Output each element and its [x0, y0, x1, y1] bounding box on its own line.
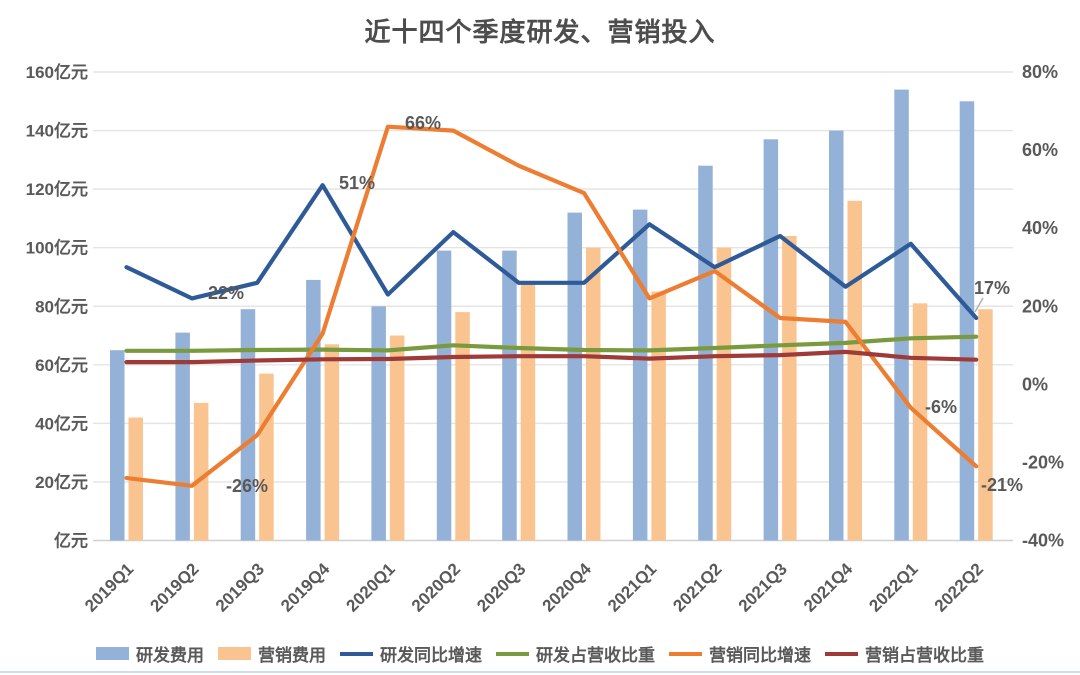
- y-axis-right-tick: 40%: [1022, 218, 1058, 238]
- legend-bar-swatch-icon: [96, 647, 129, 660]
- legend-item: 营销占营收比重: [825, 641, 984, 666]
- legend-label: 营销同比增速: [709, 646, 811, 665]
- bar-营销费用-2022Q1: [912, 303, 928, 541]
- y-axis-right-tick: 20%: [1022, 296, 1058, 316]
- bar-研发费用-2021Q4: [829, 130, 844, 541]
- x-axis-tick: 2020Q2: [408, 559, 464, 615]
- line-研发占营收比重: [124, 334, 979, 353]
- data-label: 51%: [339, 173, 375, 193]
- bar-营销费用-2022Q2: [978, 309, 993, 541]
- bar-营销费用-2019Q4: [324, 344, 340, 541]
- y-axis-left-tick: 160亿元: [26, 62, 88, 82]
- bar-研发费用-2020Q3: [502, 250, 517, 541]
- bar-营销费用-2021Q2: [716, 247, 732, 541]
- legend-line-swatch-icon: [825, 651, 858, 656]
- y-axis-left-tick: 60亿元: [35, 355, 88, 375]
- line-营销占营收比重: [124, 349, 979, 365]
- x-axis-tick: 2019Q2: [146, 559, 202, 615]
- x-axis-tick: 2019Q4: [277, 559, 334, 616]
- y-axis-left-tick: 40亿元: [35, 413, 88, 433]
- y-axis-left-tick: 20亿元: [35, 472, 88, 492]
- legend-item: 营销费用: [218, 641, 326, 666]
- legend-bar-swatch-icon: [218, 647, 251, 660]
- y-axis-right-tick: 60%: [1022, 140, 1058, 160]
- chart-legend: 研发费用 营销费用 研发同比增速 研发占营收比重 营销同比增速 营销占营收比重: [0, 641, 1080, 666]
- x-axis-tick: 2020Q3: [473, 559, 529, 615]
- bar-营销费用-2020Q4: [586, 247, 601, 541]
- bar-研发费用-2019Q3: [240, 309, 256, 541]
- y-axis-right-tick: -40%: [1022, 531, 1064, 551]
- bar-研发费用-2019Q1: [110, 350, 125, 541]
- x-axis-tick: 2019Q3: [212, 559, 268, 615]
- y-axis-right-tick: 80%: [1022, 62, 1058, 82]
- legend-item: 研发同比增速: [340, 641, 482, 666]
- bar-研发费用-2020Q1: [371, 306, 386, 541]
- x-axis-tick: 2021Q2: [669, 559, 725, 615]
- y-axis-right-tick: 0%: [1022, 374, 1048, 394]
- chart-title: 近十四个季度研发、营销投入: [364, 17, 716, 47]
- bar-研发费用-2019Q4: [306, 279, 321, 541]
- y-axis-left-tick: 80亿元: [35, 296, 88, 316]
- legend-label: 营销费用: [258, 646, 326, 665]
- y-axis-left-tick: 140亿元: [26, 121, 88, 141]
- line-营销同比增速: [124, 124, 979, 488]
- data-label: -26%: [226, 476, 268, 496]
- y-axis-left-tick: 100亿元: [26, 238, 88, 258]
- data-label: 66%: [405, 113, 441, 133]
- x-axis-tick: 2019Q1: [81, 559, 137, 615]
- bar-研发费用-2021Q2: [698, 165, 713, 541]
- bar-营销费用-2021Q1: [651, 291, 666, 541]
- legend-line-swatch-icon: [496, 651, 529, 656]
- x-axis-tick: 2022Q2: [931, 559, 987, 615]
- bottom-border-line: [0, 671, 1080, 673]
- data-label: 17%: [974, 278, 1010, 298]
- bar-营销费用-2020Q2: [455, 312, 470, 541]
- legend-item: 营销同比增速: [669, 641, 811, 666]
- data-label: 22%: [208, 283, 244, 303]
- bar-营销费用-2021Q4: [847, 200, 862, 541]
- line-研发同比增速: [124, 183, 979, 321]
- bar-营销费用-2020Q1: [389, 335, 405, 541]
- legend-label: 营销占营收比重: [865, 646, 984, 665]
- bar-营销费用-2019Q2: [193, 402, 209, 541]
- legend-line-swatch-icon: [340, 651, 373, 656]
- y-axis-left-tick: 亿元: [54, 531, 88, 551]
- annotation-leader: [974, 297, 984, 313]
- bar-研发费用-2020Q2: [436, 250, 452, 541]
- bar-研发费用-2021Q3: [763, 139, 779, 541]
- x-axis-tick: 2021Q3: [735, 559, 791, 615]
- x-axis-tick: 2020Q1: [343, 559, 399, 615]
- bar-营销费用-2019Q3: [259, 373, 274, 541]
- legend-item: 研发占营收比重: [496, 641, 655, 666]
- bar-研发费用-2020Q4: [567, 212, 582, 541]
- bar-研发费用-2019Q2: [175, 332, 190, 541]
- legend-item: 研发费用: [96, 641, 204, 666]
- bar-研发费用-2022Q1: [894, 89, 909, 541]
- bar-营销费用-2020Q3: [520, 282, 536, 541]
- legend-line-swatch-icon: [669, 651, 702, 656]
- data-label: -6%: [925, 397, 957, 417]
- data-label: -21%: [981, 475, 1023, 495]
- x-axis-tick: 2020Q4: [539, 559, 596, 616]
- y-axis-right-tick: -20%: [1022, 452, 1064, 472]
- x-axis-tick: 2021Q1: [604, 559, 660, 615]
- y-axis-left-tick: 120亿元: [26, 179, 88, 199]
- bar-研发费用-2021Q1: [632, 209, 648, 541]
- legend-label: 研发费用: [136, 646, 204, 665]
- x-axis-tick: 2022Q1: [865, 559, 921, 615]
- legend-label: 研发同比增速: [380, 646, 482, 665]
- bar-营销费用-2021Q3: [782, 236, 797, 541]
- legend-label: 研发占营收比重: [536, 646, 655, 665]
- x-axis-tick: 2021Q4: [800, 559, 857, 616]
- bar-研发费用-2022Q2: [959, 101, 975, 541]
